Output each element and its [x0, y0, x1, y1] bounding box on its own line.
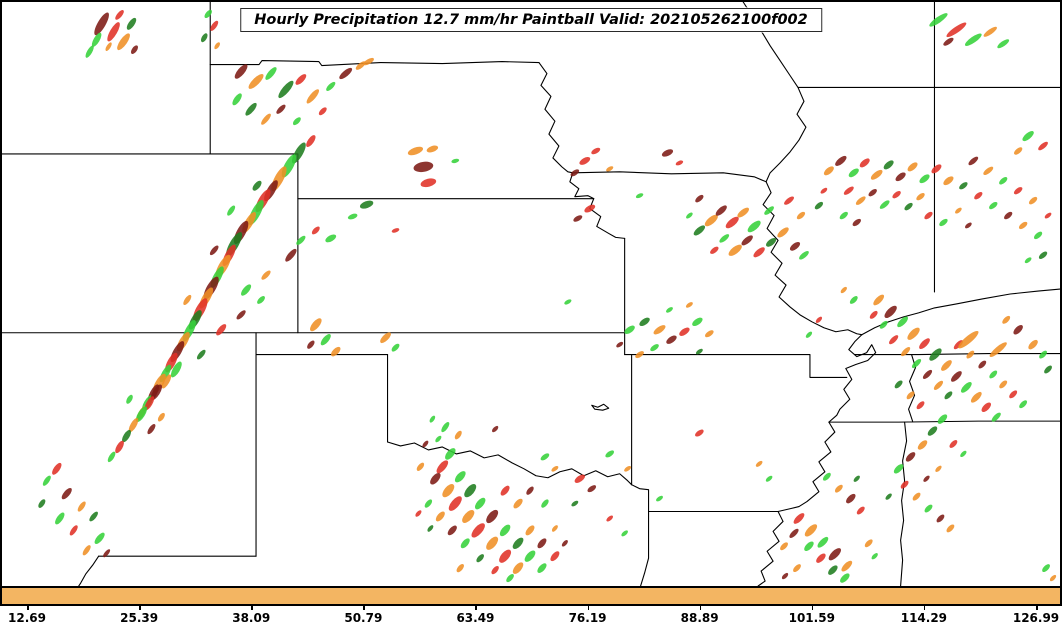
colorbar-tick-label: 126.99 [1012, 611, 1060, 625]
paintball-blobs [38, 9, 1057, 583]
colorbar-tick-mark [811, 606, 814, 610]
map-area: Hourly Precipitation 12.7 mm/hr Paintbal… [0, 0, 1062, 588]
colorbar-tick-mark [27, 606, 29, 610]
plot-title: Hourly Precipitation 12.7 mm/hr Paintbal… [240, 8, 822, 32]
colorbar-tick-label: 63.49 [456, 611, 495, 625]
colorbar-tick-mark [587, 606, 590, 610]
colorbar-tick-mark [139, 606, 141, 610]
map-canvas [2, 2, 1060, 586]
colorbar-tick-mark [363, 606, 365, 610]
colorbar-tick-label: 114.29 [900, 611, 948, 625]
colorbar-tick-mark [475, 606, 477, 610]
colorbar-tick-label: 50.79 [344, 611, 383, 625]
colorbar-tick-label: 101.59 [788, 611, 835, 625]
colorbar-ticks: 12.69 25.39 38.09 50.79 63.49 76.19 88.89 101.5… [0, 606, 1062, 633]
colorbar-tick-label: 76.19 [568, 611, 607, 625]
colorbar-tick-label: 88.89 [680, 611, 719, 625]
colorbar-tick-label: 12.69 [8, 611, 46, 625]
colorbar-tick-mark [1036, 606, 1038, 610]
colorbar [0, 586, 1062, 606]
colorbar-tick-label: 38.09 [232, 611, 271, 625]
colorbar-tick-mark [923, 606, 926, 610]
colorbar-tick-label: 25.39 [120, 611, 159, 625]
state-borders [2, 2, 1060, 586]
colorbar-tick-mark [699, 606, 702, 610]
colorbar-tick-mark [251, 606, 253, 610]
